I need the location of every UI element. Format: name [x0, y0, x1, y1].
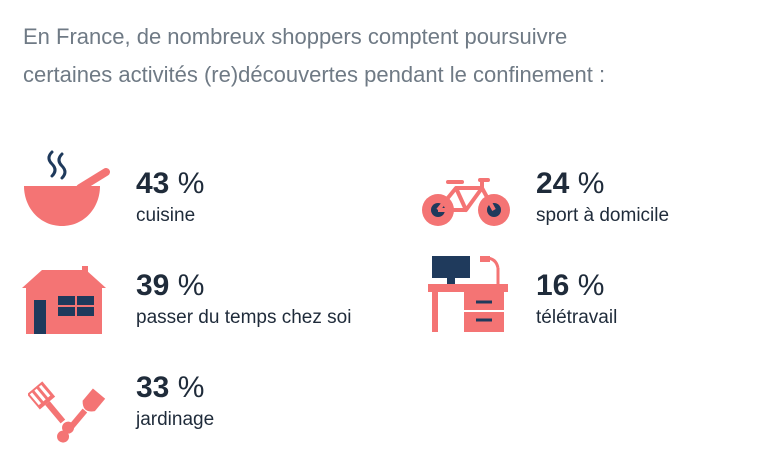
stat-value: 43	[136, 167, 170, 200]
intro-line-2: certaines activités (re)découvertes pend…	[23, 62, 606, 87]
stat-value: 33	[136, 371, 170, 404]
stat-unit: %	[177, 167, 205, 200]
stat-percentage: 24 %	[536, 168, 669, 200]
cooking-bowl-icon	[22, 148, 112, 228]
stat-percentage: 43 %	[136, 168, 204, 200]
stat-value: 16	[536, 269, 570, 302]
stat-unit: %	[177, 269, 205, 302]
stat-jardinage: 33 % jardinage	[136, 372, 214, 432]
stat-unit: %	[577, 269, 605, 302]
stat-percentage: 16 %	[536, 270, 617, 302]
stat-percentage: 39 %	[136, 270, 351, 302]
stat-label: cuisine	[136, 205, 196, 226]
stat-label: jardinage	[136, 409, 215, 430]
stat-unit: %	[577, 167, 605, 200]
stat-value: 39	[136, 269, 170, 302]
desk-computer-icon	[428, 254, 508, 334]
bicycle-icon	[420, 174, 512, 230]
stat-teletravail: 16 % télétravail	[536, 270, 617, 330]
gardening-tools-icon	[28, 372, 108, 452]
stat-label: sport à domicile	[536, 205, 670, 226]
stat-cuisine: 43 % cuisine	[136, 168, 204, 228]
stat-maison: 39 % passer du temps chez soi	[136, 270, 351, 330]
stat-percentage: 33 %	[136, 372, 214, 404]
house-icon	[22, 266, 106, 334]
stat-value: 24	[536, 167, 570, 200]
stat-sport: 24 % sport à domicile	[536, 168, 669, 228]
stat-unit: %	[177, 371, 205, 404]
stat-label: passer du temps chez soi	[136, 307, 352, 328]
stat-label: télétravail	[536, 307, 618, 328]
intro-line-1: En France, de nombreux shoppers comptent…	[23, 24, 568, 49]
